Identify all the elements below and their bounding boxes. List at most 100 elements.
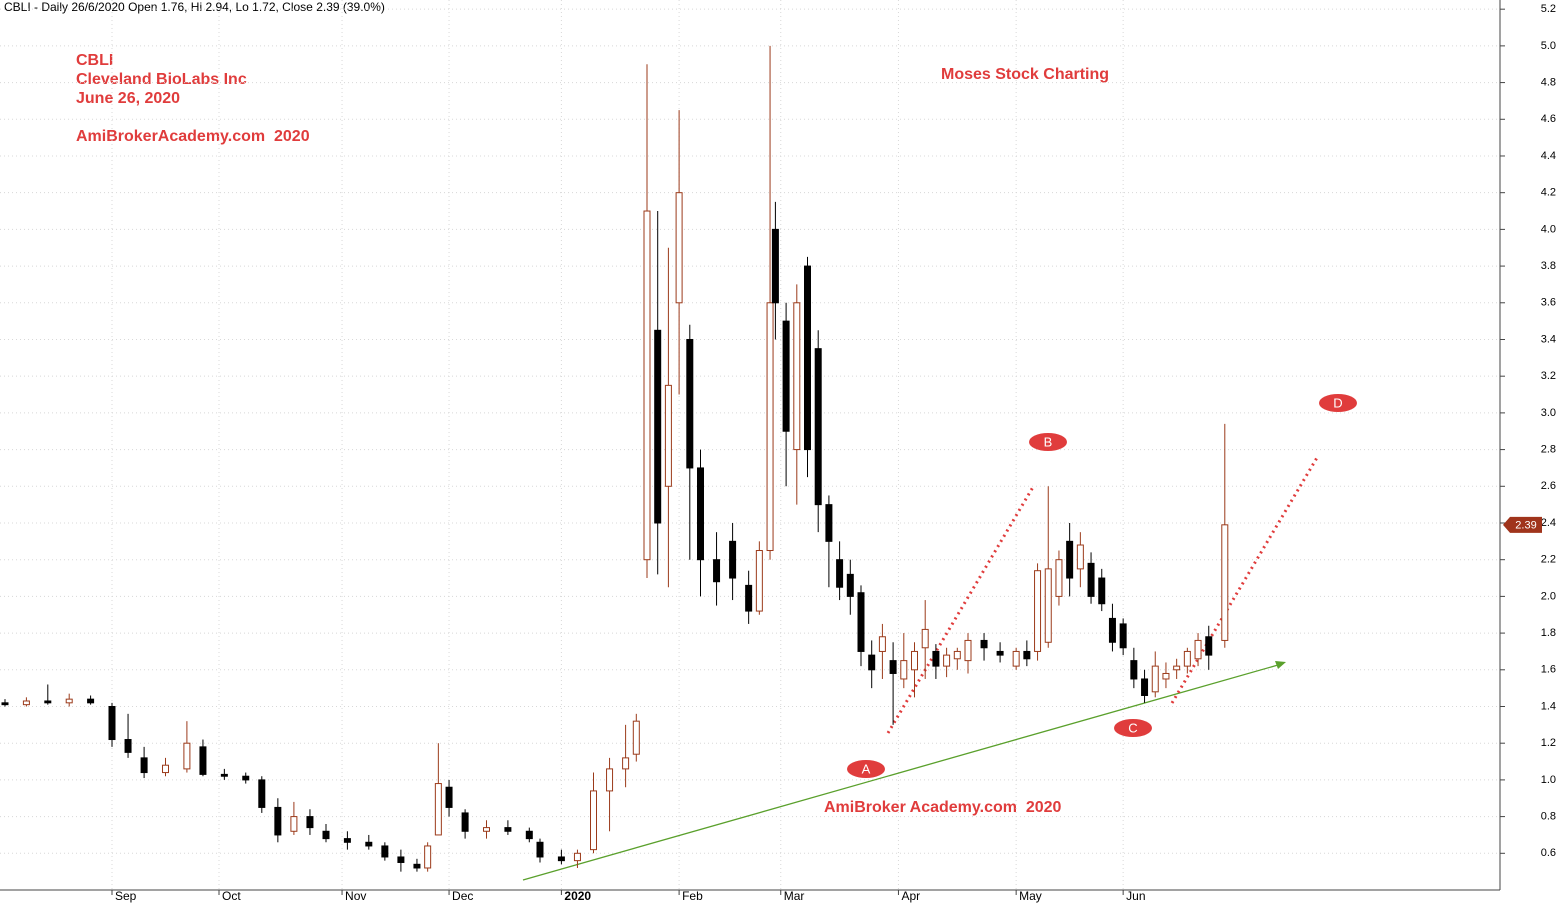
candle: [162, 757, 169, 777]
point-badge: [1029, 433, 1067, 451]
candle-body: [825, 504, 833, 542]
x-tick-label: Dec: [452, 889, 473, 903]
candle-body: [804, 265, 811, 451]
candle-body: [793, 302, 801, 451]
candle-body: [1098, 577, 1106, 605]
y-tick-label: 0.6: [1541, 847, 1556, 859]
candle: [911, 642, 918, 698]
trend-line: [522, 664, 1279, 881]
date-note: June 26, 2020: [76, 90, 180, 107]
candle-body: [108, 705, 116, 741]
price-marker: [1503, 516, 1542, 533]
brand-note: Moses Stock Charting: [941, 66, 1109, 83]
candle: [622, 724, 630, 788]
dotted-trend: [1170, 455, 1320, 704]
candle: [87, 695, 95, 705]
candle: [290, 801, 298, 835]
candle-body: [836, 559, 844, 588]
candle-body: [590, 790, 597, 851]
y-tick-label: 3.0: [1541, 407, 1556, 419]
candle-body: [943, 654, 951, 667]
candle-body: [87, 698, 95, 704]
candle: [1098, 568, 1106, 612]
candle: [365, 834, 373, 850]
candle-body: [771, 228, 779, 304]
candle: [483, 820, 490, 839]
candle-body: [536, 841, 544, 858]
candle-body: [980, 639, 988, 649]
candle: [697, 449, 704, 597]
candle: [857, 585, 865, 667]
candle: [461, 809, 469, 839]
candle-body: [1205, 636, 1213, 656]
candle: [434, 743, 442, 836]
candle: [836, 541, 844, 601]
candle-body: [782, 320, 790, 432]
candle: [381, 842, 389, 861]
candle-body: [675, 192, 683, 304]
candle-body: [953, 650, 961, 660]
candle-body: [124, 739, 132, 753]
candle: [397, 849, 405, 872]
candle-body: [162, 764, 169, 774]
site-note: AmiBrokerAcademy.com 2020: [76, 128, 310, 145]
candle-body: [44, 700, 52, 704]
candle: [322, 823, 330, 843]
candle-body: [573, 852, 581, 862]
candle: [814, 330, 822, 533]
candle-body: [921, 628, 929, 649]
candle: [686, 324, 694, 560]
candle-body: [1183, 650, 1191, 667]
candle-body: [1119, 623, 1127, 649]
point-badge: [847, 760, 885, 778]
candle: [889, 642, 897, 725]
candle-body: [322, 830, 330, 840]
candle-body: [664, 384, 672, 487]
point-label: B: [1044, 434, 1053, 449]
candle-body: [1108, 617, 1116, 643]
candle: [793, 284, 801, 505]
y-tick-label: 4.0: [1541, 223, 1556, 235]
candle: [632, 713, 640, 762]
point-label: D: [1333, 395, 1342, 410]
candle: [1044, 486, 1052, 648]
candle: [900, 633, 908, 689]
candle-body: [1221, 524, 1229, 641]
candle: [766, 45, 774, 560]
candle: [1183, 647, 1191, 674]
watermark-note: AmiBroker Academy.com 2020: [824, 799, 1062, 816]
y-tick-label: 4.8: [1541, 76, 1556, 88]
candle-body: [1012, 650, 1020, 667]
candle-body: [1044, 568, 1052, 643]
trend-arrow: [1275, 661, 1286, 669]
candle-body: [1023, 650, 1031, 660]
y-tick-label: 2.8: [1541, 443, 1556, 455]
candle: [1034, 563, 1042, 661]
candle-body: [1, 702, 9, 706]
candle-body: [424, 845, 432, 869]
candle-body: [140, 757, 148, 774]
y-tick-label: 4.4: [1541, 150, 1556, 162]
candle-body: [1055, 559, 1063, 597]
y-tick-label: 1.0: [1541, 774, 1556, 786]
candle: [782, 302, 790, 487]
point-label: A: [862, 761, 871, 776]
y-tick-label: 5.0: [1541, 40, 1556, 52]
y-tick-label: 3.4: [1541, 333, 1556, 345]
candle: [1, 699, 9, 707]
candle-body: [964, 639, 972, 662]
y-tick-label: 1.2: [1541, 737, 1556, 749]
candle: [525, 827, 533, 843]
candle: [242, 772, 250, 784]
ticker-note: CBLI: [76, 52, 113, 69]
x-tick-label: Jun: [1126, 889, 1145, 903]
y-tick-label: 3.2: [1541, 370, 1556, 382]
candle-body: [686, 338, 694, 469]
candle: [590, 772, 597, 854]
candle: [258, 776, 266, 813]
candle: [825, 495, 833, 588]
y-tick-label: 4.6: [1541, 113, 1556, 125]
candle: [664, 247, 672, 588]
candle-body: [461, 812, 469, 832]
